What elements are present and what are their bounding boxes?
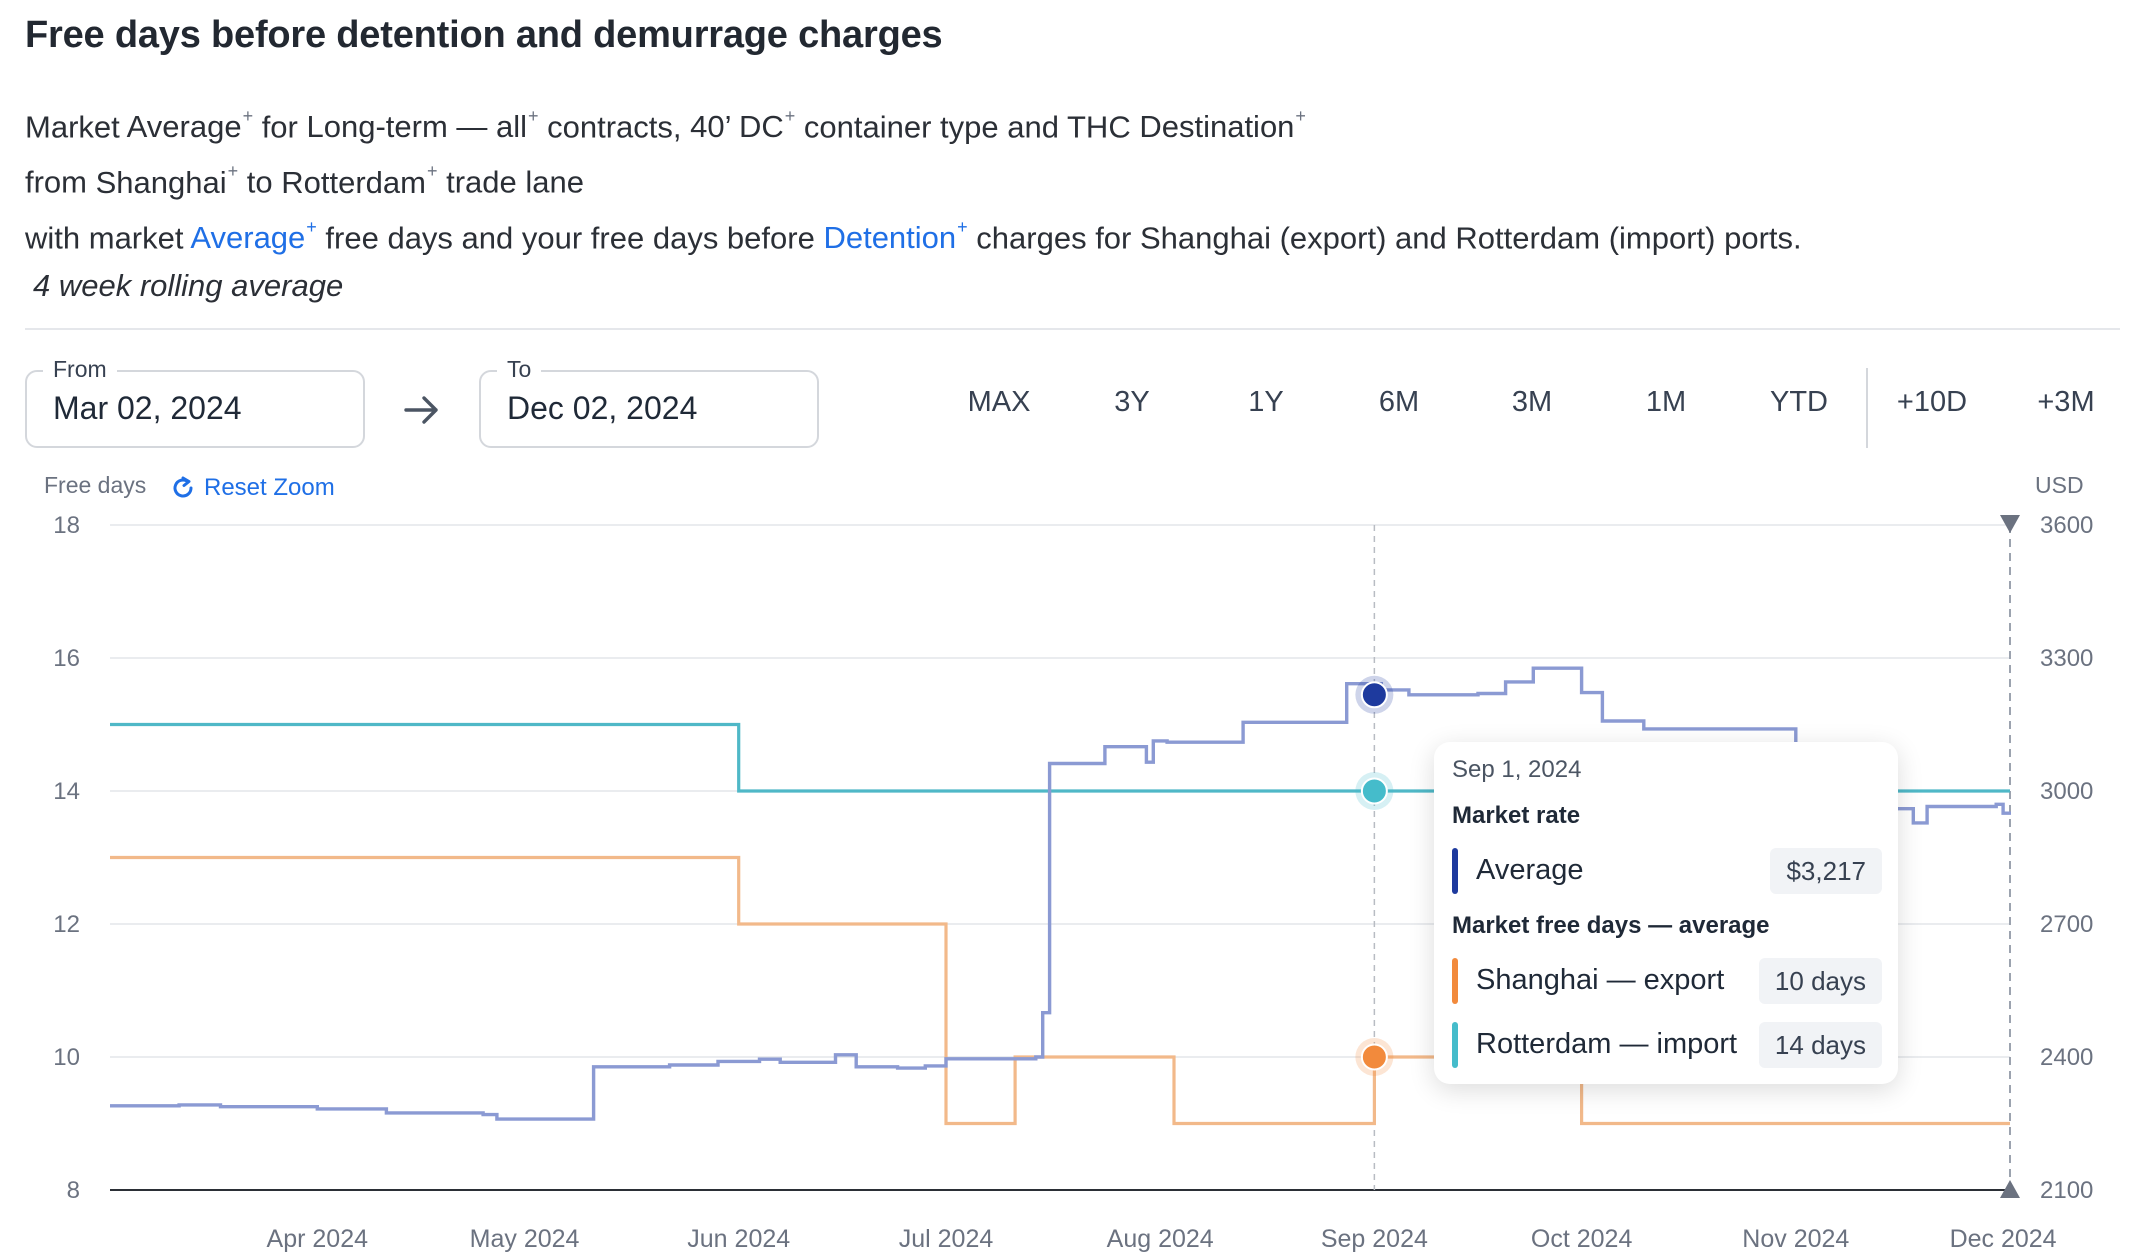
range-separator bbox=[1866, 368, 1868, 448]
x-tick-label: Jun 2024 bbox=[687, 1225, 790, 1253]
x-tick-label: Jul 2024 bbox=[899, 1225, 994, 1253]
detention-link[interactable]: Detention+ bbox=[823, 216, 968, 255]
rotterdam-color-swatch bbox=[1452, 1022, 1458, 1068]
tooltip-average-value: $3,217 bbox=[1770, 848, 1882, 894]
right-y-axis: 3600 3300 3000 2700 2400 2100 bbox=[2040, 512, 2093, 1204]
left-y-tick-label: 14 bbox=[53, 778, 80, 805]
range-1m-button[interactable]: 1M bbox=[1645, 386, 1687, 418]
right-y-tick-label: 3600 bbox=[2040, 512, 2093, 539]
left-y-tick-label: 18 bbox=[53, 512, 80, 539]
tooltip-rotterdam-value: 14 days bbox=[1758, 1022, 1882, 1068]
x-tick-label: May 2024 bbox=[470, 1225, 580, 1253]
hover-markers bbox=[1355, 675, 1394, 1076]
from-date-label: From bbox=[43, 356, 117, 383]
description-line-1: Market Average+ for Long-term — all+ con… bbox=[25, 106, 1306, 145]
tooltip-free-days-title: Market free days — average bbox=[1452, 912, 1770, 939]
refresh-icon bbox=[173, 476, 193, 498]
left-y-tick-label: 10 bbox=[53, 1044, 80, 1071]
arrow-right-icon bbox=[404, 396, 438, 424]
tooltip-row-shanghai: Shanghai — export 10 days bbox=[1452, 956, 1882, 1006]
range-handle-bottom-icon[interactable] bbox=[2000, 1180, 2020, 1198]
tooltip-row-rotterdam: Rotterdam — import 14 days bbox=[1452, 1020, 1882, 1070]
right-y-tick-label: 2700 bbox=[2040, 911, 2093, 938]
x-axis: Apr 2024 May 2024 Jun 2024 Jul 2024 Aug 2024… bbox=[267, 1225, 2057, 1253]
x-tick-label: Oct 2024 bbox=[1531, 1225, 1633, 1253]
destination-option[interactable]: Rotterdam+ bbox=[281, 161, 438, 200]
shanghai-export-marker bbox=[1360, 1043, 1388, 1071]
contract-type-option[interactable]: Long-term — all+ bbox=[306, 106, 539, 145]
chart-tooltip: Sep 1, 2024 Market rate Average $3,217 M… bbox=[1434, 742, 1898, 1084]
x-tick-label: Nov 2024 bbox=[1742, 1225, 1849, 1253]
left-y-tick-label: 16 bbox=[53, 645, 80, 672]
tooltip-row-average: Average $3,217 bbox=[1452, 846, 1882, 896]
average-marker bbox=[1360, 681, 1388, 709]
container-type-option[interactable]: 40’ DC+ bbox=[690, 106, 796, 145]
left-y-tick-label: 12 bbox=[53, 911, 80, 938]
tooltip-date: Sep 1, 2024 bbox=[1452, 756, 1582, 783]
range-1y-button[interactable]: 1Y bbox=[1248, 386, 1284, 418]
left-y-tick-label: 8 bbox=[67, 1177, 80, 1204]
rotterdam-import-marker bbox=[1360, 777, 1388, 805]
average-line bbox=[110, 666, 2011, 1121]
thc-option[interactable]: Destination+ bbox=[1139, 106, 1306, 145]
range-max-button[interactable]: MAX bbox=[967, 386, 1031, 418]
tooltip-shanghai-label: Shanghai — export bbox=[1476, 964, 1725, 996]
to-date-value[interactable]: Dec 02, 2024 bbox=[507, 390, 698, 426]
right-y-tick-label: 3300 bbox=[2040, 645, 2093, 672]
range-ytd-button[interactable]: YTD bbox=[1770, 386, 1828, 418]
tooltip-shanghai-value: 10 days bbox=[1758, 958, 1882, 1004]
free-days-average-link[interactable]: Average+ bbox=[190, 216, 317, 255]
from-date-value[interactable]: Mar 02, 2024 bbox=[53, 390, 242, 426]
range-plus3m-button[interactable]: +3M bbox=[2037, 386, 2095, 418]
from-date-field[interactable]: From Mar 02, 2024 bbox=[25, 356, 365, 448]
tooltip-average-label: Average bbox=[1476, 854, 1584, 886]
divider bbox=[25, 328, 2120, 330]
x-tick-label: Aug 2024 bbox=[1107, 1225, 1214, 1253]
rolling-average-note: 4 week rolling average bbox=[33, 267, 344, 303]
reset-zoom-label: Reset Zoom bbox=[204, 474, 335, 501]
shanghai-color-swatch bbox=[1452, 958, 1458, 1004]
description-line-3: with market Average+ free days and your … bbox=[25, 216, 1802, 255]
tooltip-market-rate-title: Market rate bbox=[1452, 802, 1581, 829]
right-y-tick-label: 2400 bbox=[2040, 1044, 2093, 1071]
x-tick-label: Sep 2024 bbox=[1321, 1225, 1428, 1253]
to-date-field[interactable]: To Dec 02, 2024 bbox=[479, 356, 819, 448]
right-y-tick-label: 3000 bbox=[2040, 778, 2093, 805]
range-handle-top-icon[interactable] bbox=[2000, 515, 2020, 533]
x-tick-label: Dec 2024 bbox=[1950, 1225, 2057, 1253]
to-date-label: To bbox=[497, 356, 542, 383]
market-average-option[interactable]: Average+ bbox=[126, 106, 254, 145]
range-plus10d-button[interactable]: +10D bbox=[1896, 386, 1968, 418]
range-3y-button[interactable]: 3Y bbox=[1114, 386, 1150, 418]
right-y-tick-label: 2100 bbox=[2040, 1177, 2093, 1204]
origin-option[interactable]: Shanghai+ bbox=[95, 161, 239, 200]
range-6m-button[interactable]: 6M bbox=[1378, 386, 1420, 418]
average-color-swatch bbox=[1452, 848, 1458, 894]
tooltip-rotterdam-label: Rotterdam — import bbox=[1476, 1028, 1738, 1060]
description-line-2: from Shanghai+ to Rotterdam+ trade lane bbox=[25, 161, 584, 200]
left-y-axis: 18 16 14 12 10 8 bbox=[53, 512, 80, 1204]
left-axis-title: Free days bbox=[44, 472, 147, 498]
reset-zoom-button[interactable]: Reset Zoom bbox=[170, 474, 335, 502]
page-title: Free days before detention and demurrage… bbox=[25, 14, 943, 56]
range-3m-button[interactable]: 3M bbox=[1511, 386, 1553, 418]
chart-description: Market Average+ for Long-term — all+ con… bbox=[25, 96, 1802, 310]
right-axis-title: USD bbox=[2035, 472, 2084, 498]
x-tick-label: Apr 2024 bbox=[267, 1225, 369, 1253]
